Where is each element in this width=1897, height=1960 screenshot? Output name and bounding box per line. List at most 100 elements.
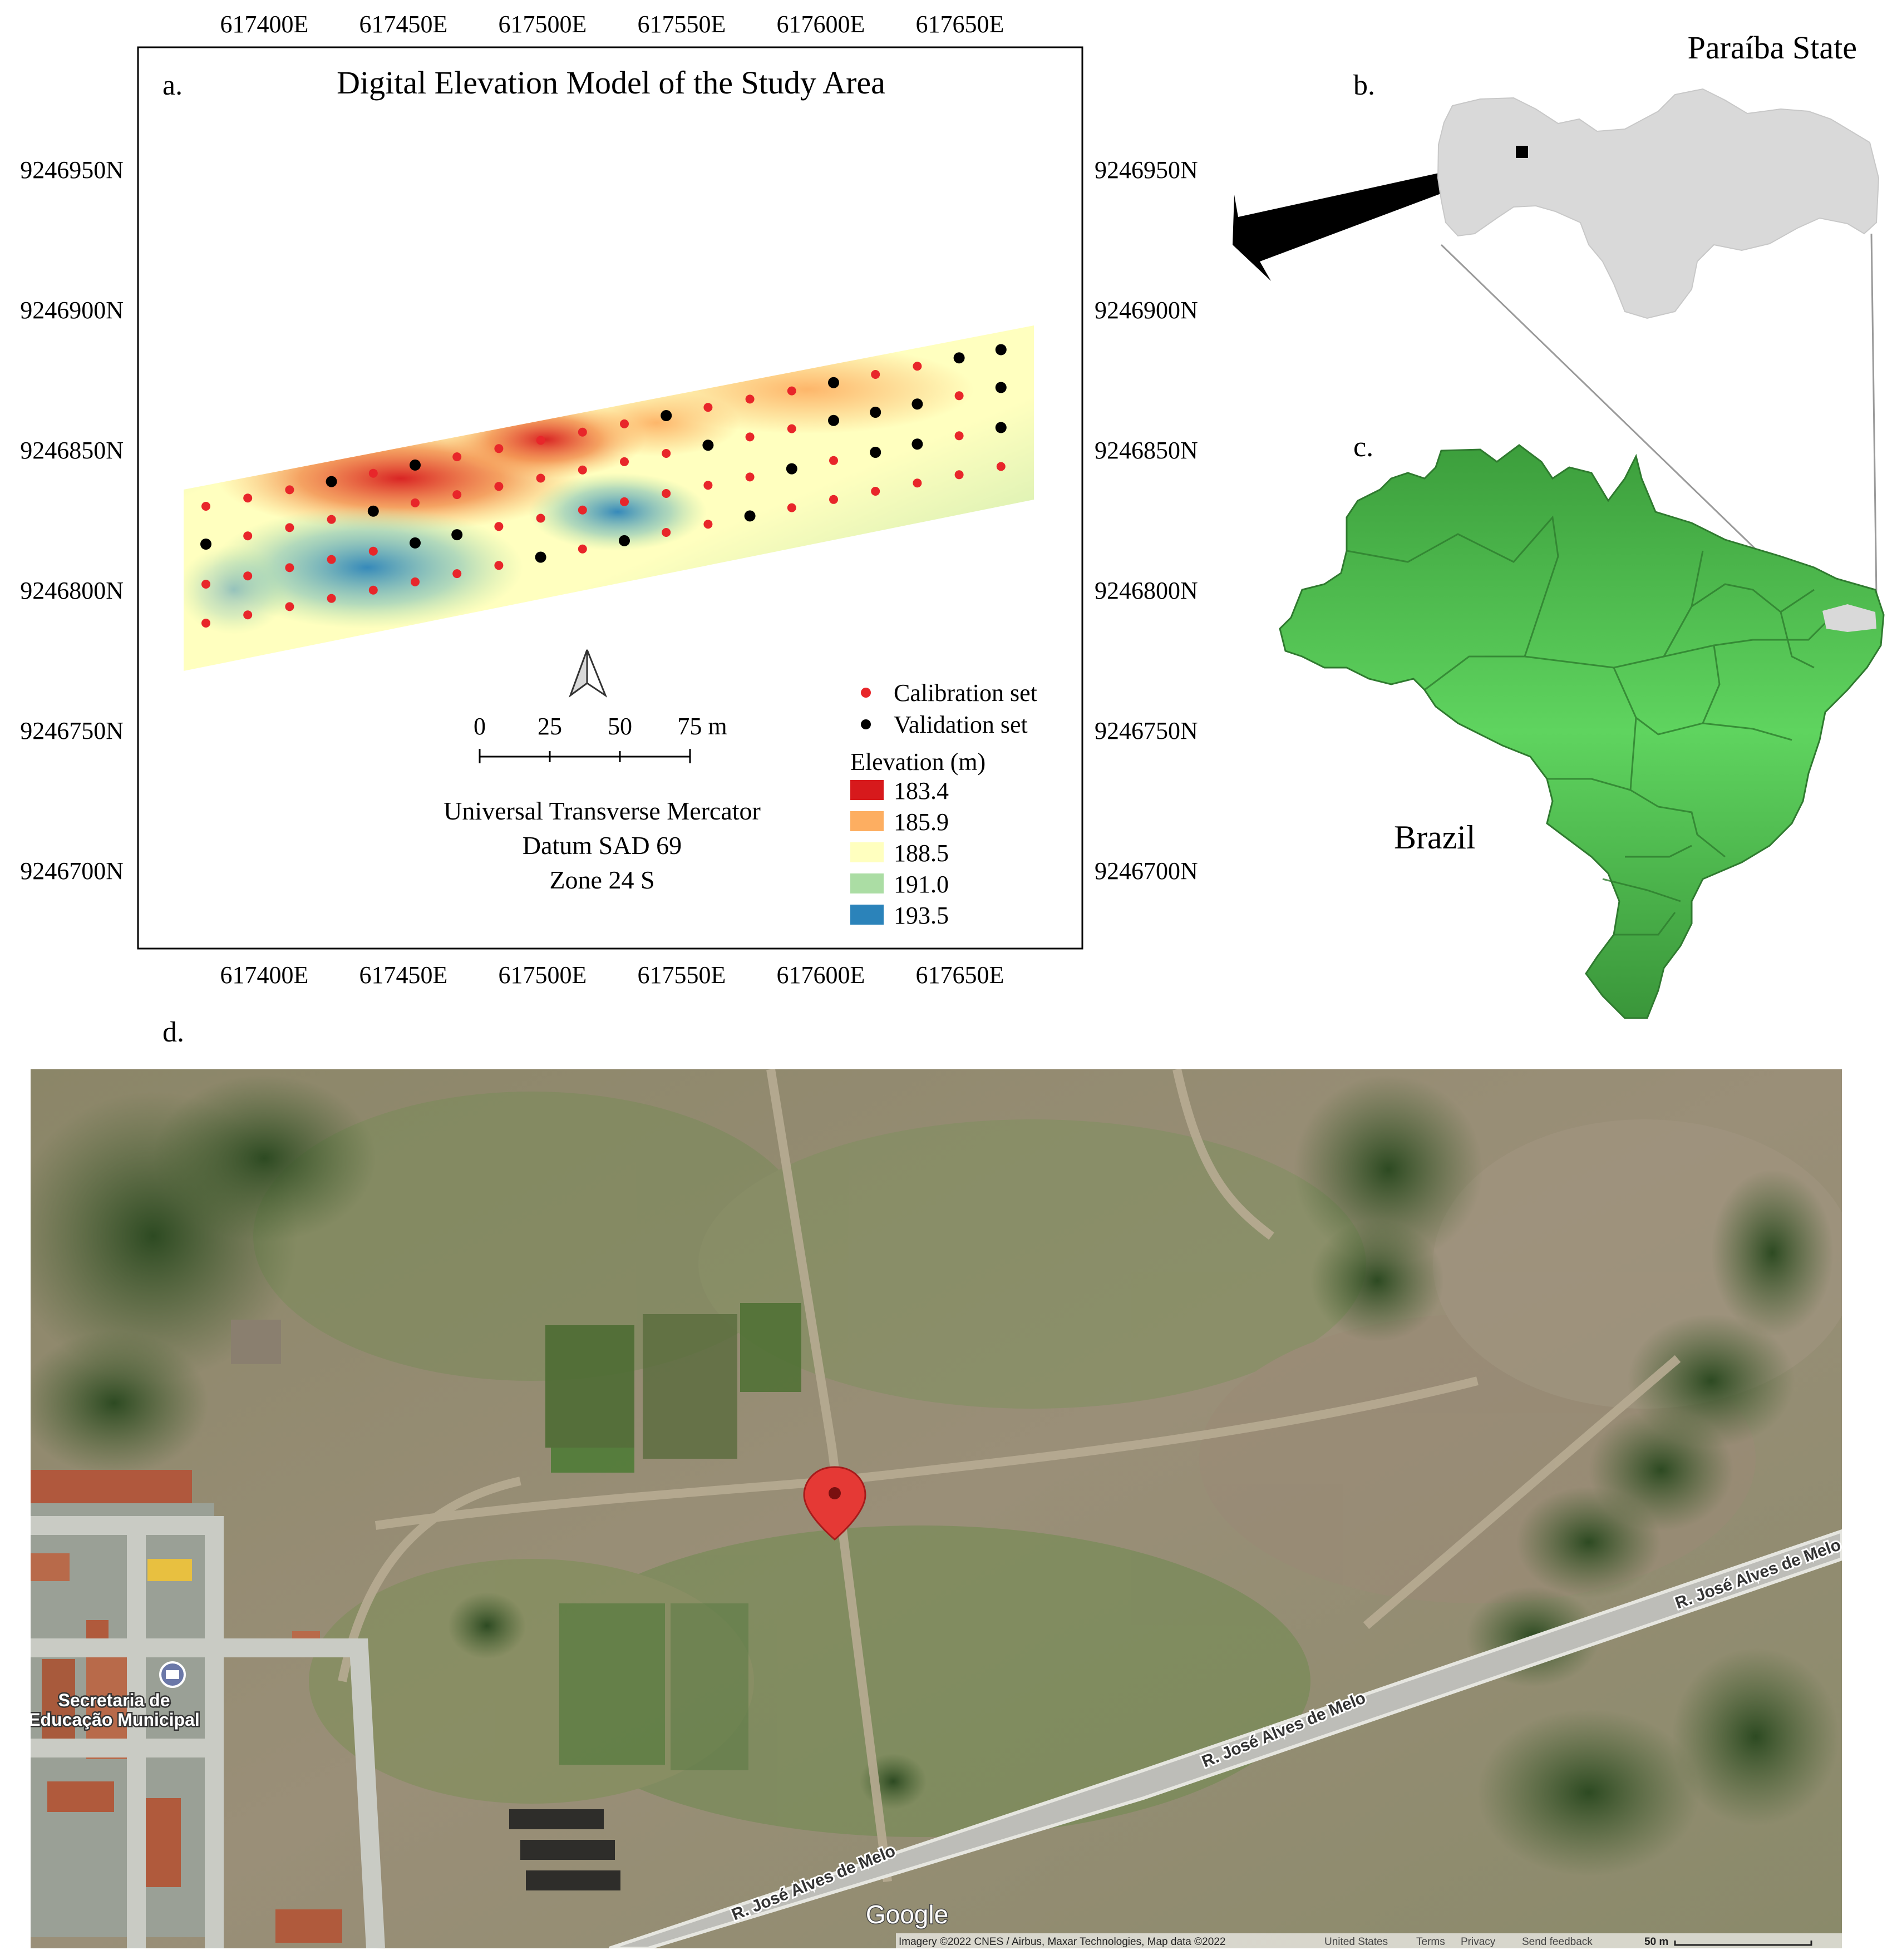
- legend-validation-label: Validation set: [894, 711, 1028, 738]
- y-tick-label: 9246950N: [1095, 156, 1198, 184]
- y-tick-label: 9246900N: [20, 297, 124, 324]
- calibration-point: [327, 555, 336, 564]
- calibration-point: [201, 580, 210, 589]
- legend-class-label: 183.4: [894, 777, 949, 804]
- y-tick-label: 9246750N: [1095, 717, 1198, 744]
- panel-c: c. Brazil: [1279, 431, 1885, 1019]
- calibration-point: [411, 498, 420, 507]
- footer-link[interactable]: Privacy: [1461, 1936, 1496, 1948]
- calibration-point: [494, 561, 504, 570]
- y-tick-label: 9246700N: [1095, 857, 1198, 885]
- validation-point: [367, 505, 379, 517]
- validation-point: [911, 398, 923, 410]
- projection-line: Zone 24 S: [549, 866, 654, 894]
- validation-point: [870, 407, 881, 418]
- calibration-point: [787, 424, 796, 433]
- legend-class-label: 188.5: [894, 840, 949, 867]
- calibration-point: [452, 452, 462, 462]
- legend-class-label: 193.5: [894, 902, 949, 929]
- calibration-point: [285, 563, 294, 572]
- calibration-point: [662, 449, 671, 458]
- calibration-point: [662, 489, 671, 498]
- calibration-point: [452, 569, 462, 579]
- calibration-point: [243, 571, 253, 581]
- tree-cluster: [31, 1075, 1839, 1876]
- legend-swatch: [850, 811, 884, 831]
- calibration-point: [787, 386, 796, 396]
- calibration-point: [327, 594, 336, 603]
- legend-swatch: [850, 873, 884, 893]
- calibration-point: [452, 490, 462, 500]
- y-tick-label: 9246900N: [1095, 297, 1198, 324]
- scale-label: 50: [608, 713, 632, 740]
- calibration-point: [201, 502, 210, 511]
- attribution-texts: Imagery ©2022 CNES / Airbus, Maxar Techn…: [899, 1936, 1668, 1948]
- main-road[interactable]: [609, 1529, 1842, 1948]
- calibration-point: [913, 478, 922, 488]
- legend-class-label: 191.0: [894, 871, 949, 898]
- calibration-point: [913, 362, 922, 371]
- validation-point: [410, 537, 421, 549]
- panel-b: b. Paraíba State: [1353, 29, 1880, 621]
- location-pin-icon[interactable]: [803, 1466, 866, 1541]
- x-tick-label: 617450E: [359, 961, 448, 989]
- panel-a: a. Digital Elevation Model of the Study …: [20, 11, 1198, 989]
- calibration-point: [745, 432, 755, 442]
- projection-line: Datum SAD 69: [523, 831, 682, 860]
- legend-calibration-label: Calibration set: [894, 679, 1037, 707]
- y-ticks-right: 9246950N 9246900N 9246850N 9246800N 9246…: [1095, 156, 1198, 885]
- validation-point: [828, 377, 839, 388]
- calibration-point: [368, 468, 378, 478]
- projection-info: Universal Transverse Mercator Datum SAD …: [444, 797, 761, 894]
- google-logo: Google: [866, 1900, 948, 1929]
- validation-point: [995, 422, 1007, 433]
- map-scale-label: 50 m: [1644, 1936, 1668, 1948]
- x-tick-label: 617600E: [777, 11, 865, 38]
- footer-link[interactable]: Terms: [1416, 1936, 1445, 1948]
- validation-point: [535, 551, 546, 563]
- calibration-point: [871, 370, 880, 379]
- calibration-point: [578, 505, 587, 515]
- calibration-point: [243, 493, 253, 503]
- calibration-point: [996, 462, 1006, 471]
- calibration-point: [829, 495, 838, 504]
- x-tick-label: 617400E: [220, 961, 309, 989]
- x-tick-label: 617600E: [777, 961, 865, 989]
- calibration-point: [954, 470, 964, 480]
- calibration-point: [411, 577, 420, 586]
- footer-link[interactable]: United States: [1324, 1936, 1388, 1948]
- scale-label: 0: [474, 713, 486, 740]
- validation-point: [326, 476, 337, 487]
- panel-c-title: Brazil: [1394, 819, 1476, 856]
- calibration-point: [829, 456, 838, 465]
- calibration-point: [620, 419, 629, 428]
- brazil-country-shape: [1279, 444, 1885, 1019]
- calibration-point: [243, 531, 253, 541]
- validation-point: [702, 440, 714, 451]
- calibration-point: [703, 481, 713, 490]
- x-tick-label: 617650E: [916, 961, 1004, 989]
- panel-a-label: a.: [162, 70, 183, 101]
- calibration-point: [745, 394, 755, 404]
- calibration-point: [662, 528, 671, 537]
- validation-point: [744, 510, 756, 522]
- sample-points: [200, 344, 1007, 628]
- poi-marker[interactable]: Secretaria de Educação Municipal: [31, 1661, 201, 1731]
- validation-point: [200, 539, 211, 550]
- panel-c-label: c.: [1353, 431, 1373, 463]
- brazil-state-borders: [1346, 515, 1837, 936]
- validation-point: [619, 535, 630, 546]
- validation-point: [786, 463, 797, 475]
- satellite-map[interactable]: R. José Alves de Melo R. José Alves de M…: [31, 1069, 1842, 1948]
- scale-label: 25: [538, 713, 562, 740]
- poi-label-line: Secretaria de: [58, 1690, 170, 1710]
- dirt-tracks: [338, 1069, 1681, 1883]
- map-scale-bar: [1674, 1941, 1812, 1946]
- calibration-point: [201, 619, 210, 628]
- panel-a-title: Digital Elevation Model of the Study Are…: [337, 65, 885, 101]
- x-tick-label: 617500E: [499, 961, 587, 989]
- footer-link[interactable]: Send feedback: [1522, 1936, 1593, 1948]
- x-tick-label: 617400E: [220, 11, 309, 38]
- calibration-point: [954, 391, 964, 401]
